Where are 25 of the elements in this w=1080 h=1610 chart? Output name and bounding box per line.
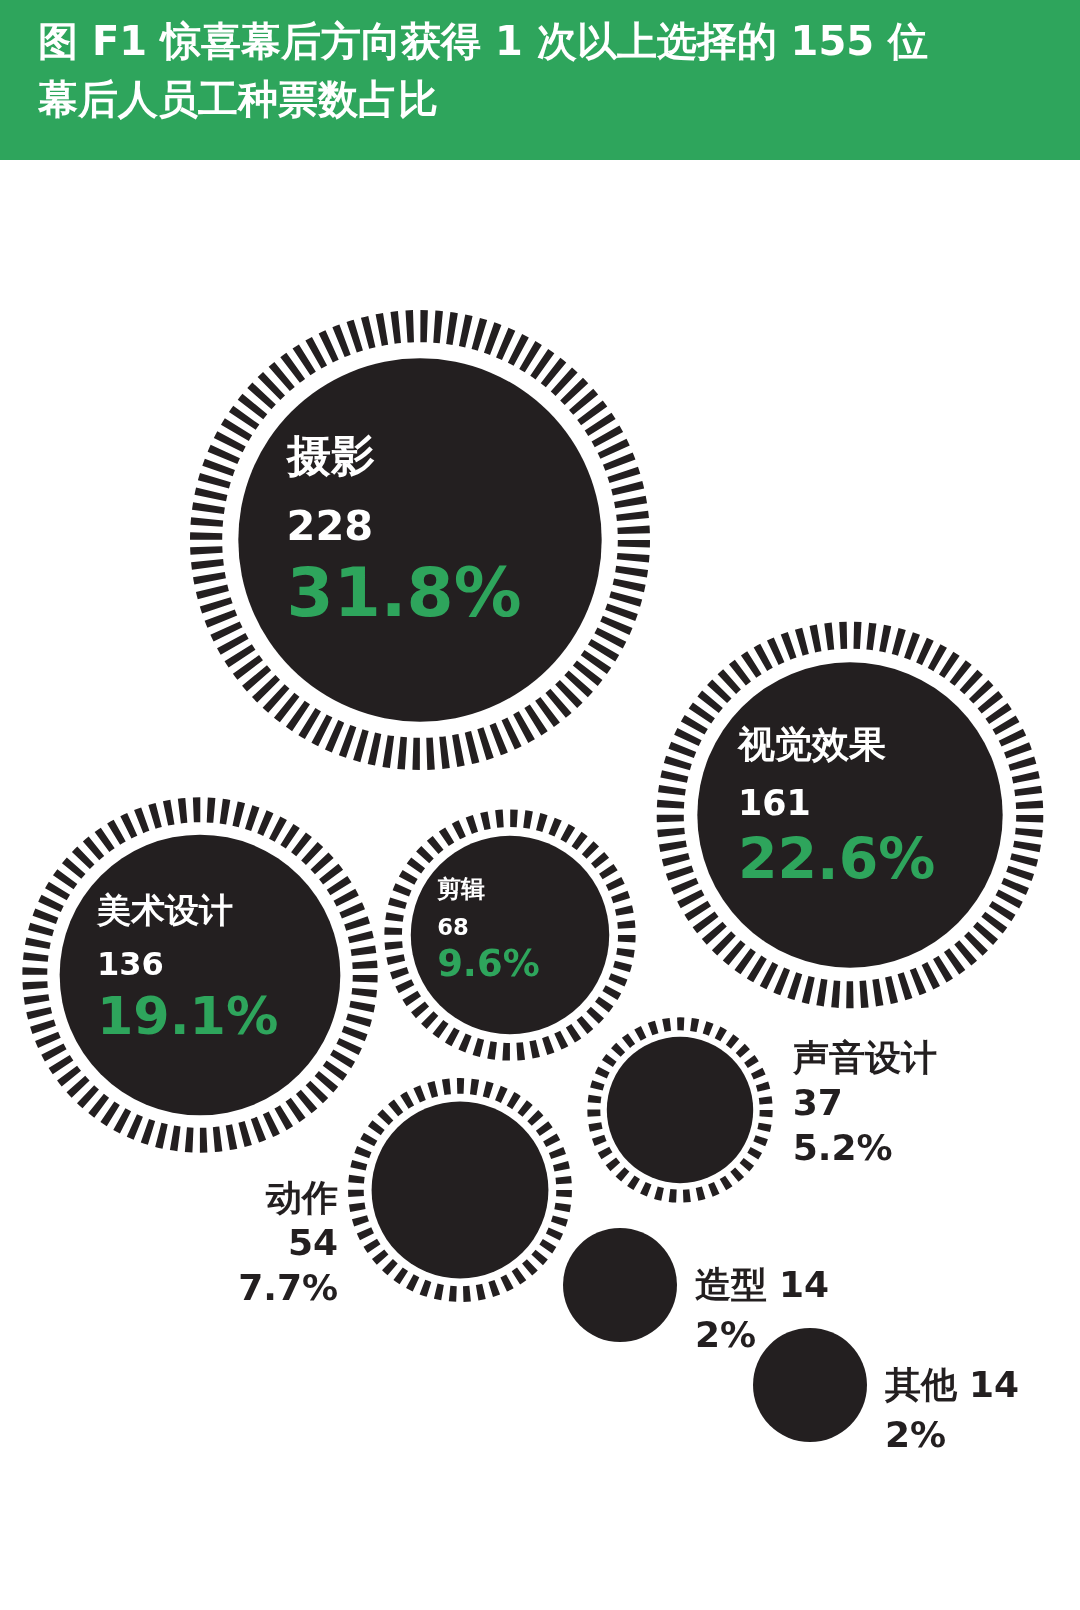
category-label: 动作 <box>265 1177 339 1218</box>
data-label: 5.2% <box>792 1127 893 1168</box>
data-label: 136 <box>96 945 164 983</box>
category-label: 剪辑 <box>437 875 486 904</box>
data-label: 22.6% <box>737 825 936 892</box>
category-label: 声音设计 <box>791 1037 937 1078</box>
category-label: 造型 <box>694 1264 767 1305</box>
data-label: 2% <box>694 1314 757 1355</box>
data-label: 14 <box>968 1364 1020 1405</box>
data-label: 7.7% <box>238 1267 339 1308</box>
data-label: 37 <box>792 1082 843 1123</box>
category-label: 视觉效果 <box>736 723 886 767</box>
data-label: 228 <box>286 501 374 550</box>
text: 图 F1 惊喜幕后方向获得 1 次以上选择的 155 位幕后人员工种票数占比 <box>0 0 1080 160</box>
data-label: 19.1% <box>96 984 279 1046</box>
data-label: 54 <box>287 1222 339 1263</box>
category-label: 其他 <box>883 1364 958 1405</box>
data-label: 14 <box>778 1264 830 1305</box>
data-label: 68 <box>437 914 469 940</box>
category-label: 美术设计 <box>95 890 233 930</box>
data-label: 31.8% <box>286 552 522 632</box>
data-label: 161 <box>737 783 811 823</box>
category-label: 摄影 <box>284 430 375 481</box>
data-label: 9.6% <box>437 942 540 986</box>
data-label: 2% <box>884 1414 947 1455</box>
